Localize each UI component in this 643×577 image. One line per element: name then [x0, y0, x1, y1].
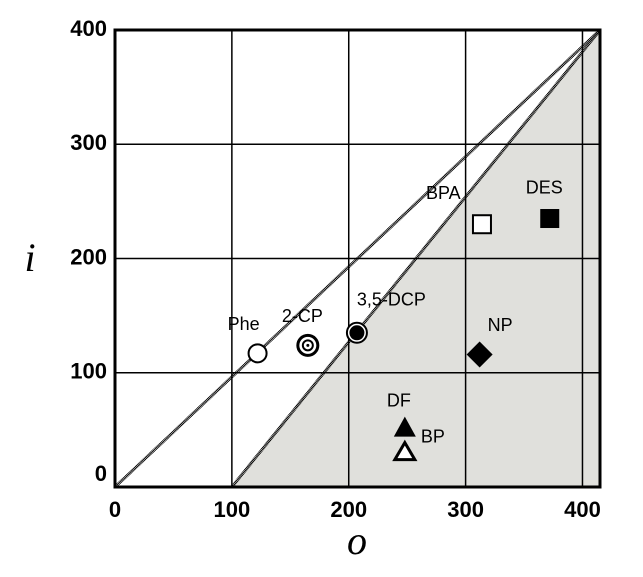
- x-tick-label: 300: [447, 497, 484, 522]
- point-label: 3,5-DCP: [357, 290, 426, 310]
- y-tick-label: 0: [95, 461, 107, 486]
- marker-dot: [306, 343, 310, 347]
- marker: [471, 214, 492, 235]
- point-label: 2-CP: [282, 306, 323, 326]
- reference-line: [113, 28, 602, 489]
- x-tick-label: 400: [564, 497, 601, 522]
- point-label: Phe: [228, 314, 260, 334]
- y-tick-label: 100: [70, 359, 107, 384]
- x-tick-label: 100: [214, 497, 251, 522]
- y-axis-label: i: [24, 235, 35, 280]
- point-label: BPA: [426, 183, 461, 203]
- point-label: DES: [526, 177, 563, 197]
- marker-inner: [301, 339, 314, 352]
- marker: [247, 343, 268, 364]
- marker-inner: [349, 325, 365, 341]
- marker: [540, 209, 560, 229]
- y-tick-label: 200: [70, 244, 107, 269]
- x-tick-label: 200: [330, 497, 367, 522]
- point-label: NP: [488, 315, 513, 335]
- reference-line: [230, 29, 602, 488]
- x-axis-label: o: [347, 518, 367, 563]
- y-tick-label: 300: [70, 130, 107, 155]
- y-tick-label: 400: [70, 16, 107, 41]
- point-label: DF: [387, 390, 411, 410]
- marker: [466, 341, 493, 368]
- marker: [393, 416, 416, 437]
- marker: [392, 439, 418, 462]
- plot-frame: [113, 28, 602, 489]
- point-label: BP: [421, 426, 445, 446]
- x-tick-label: 0: [109, 497, 121, 522]
